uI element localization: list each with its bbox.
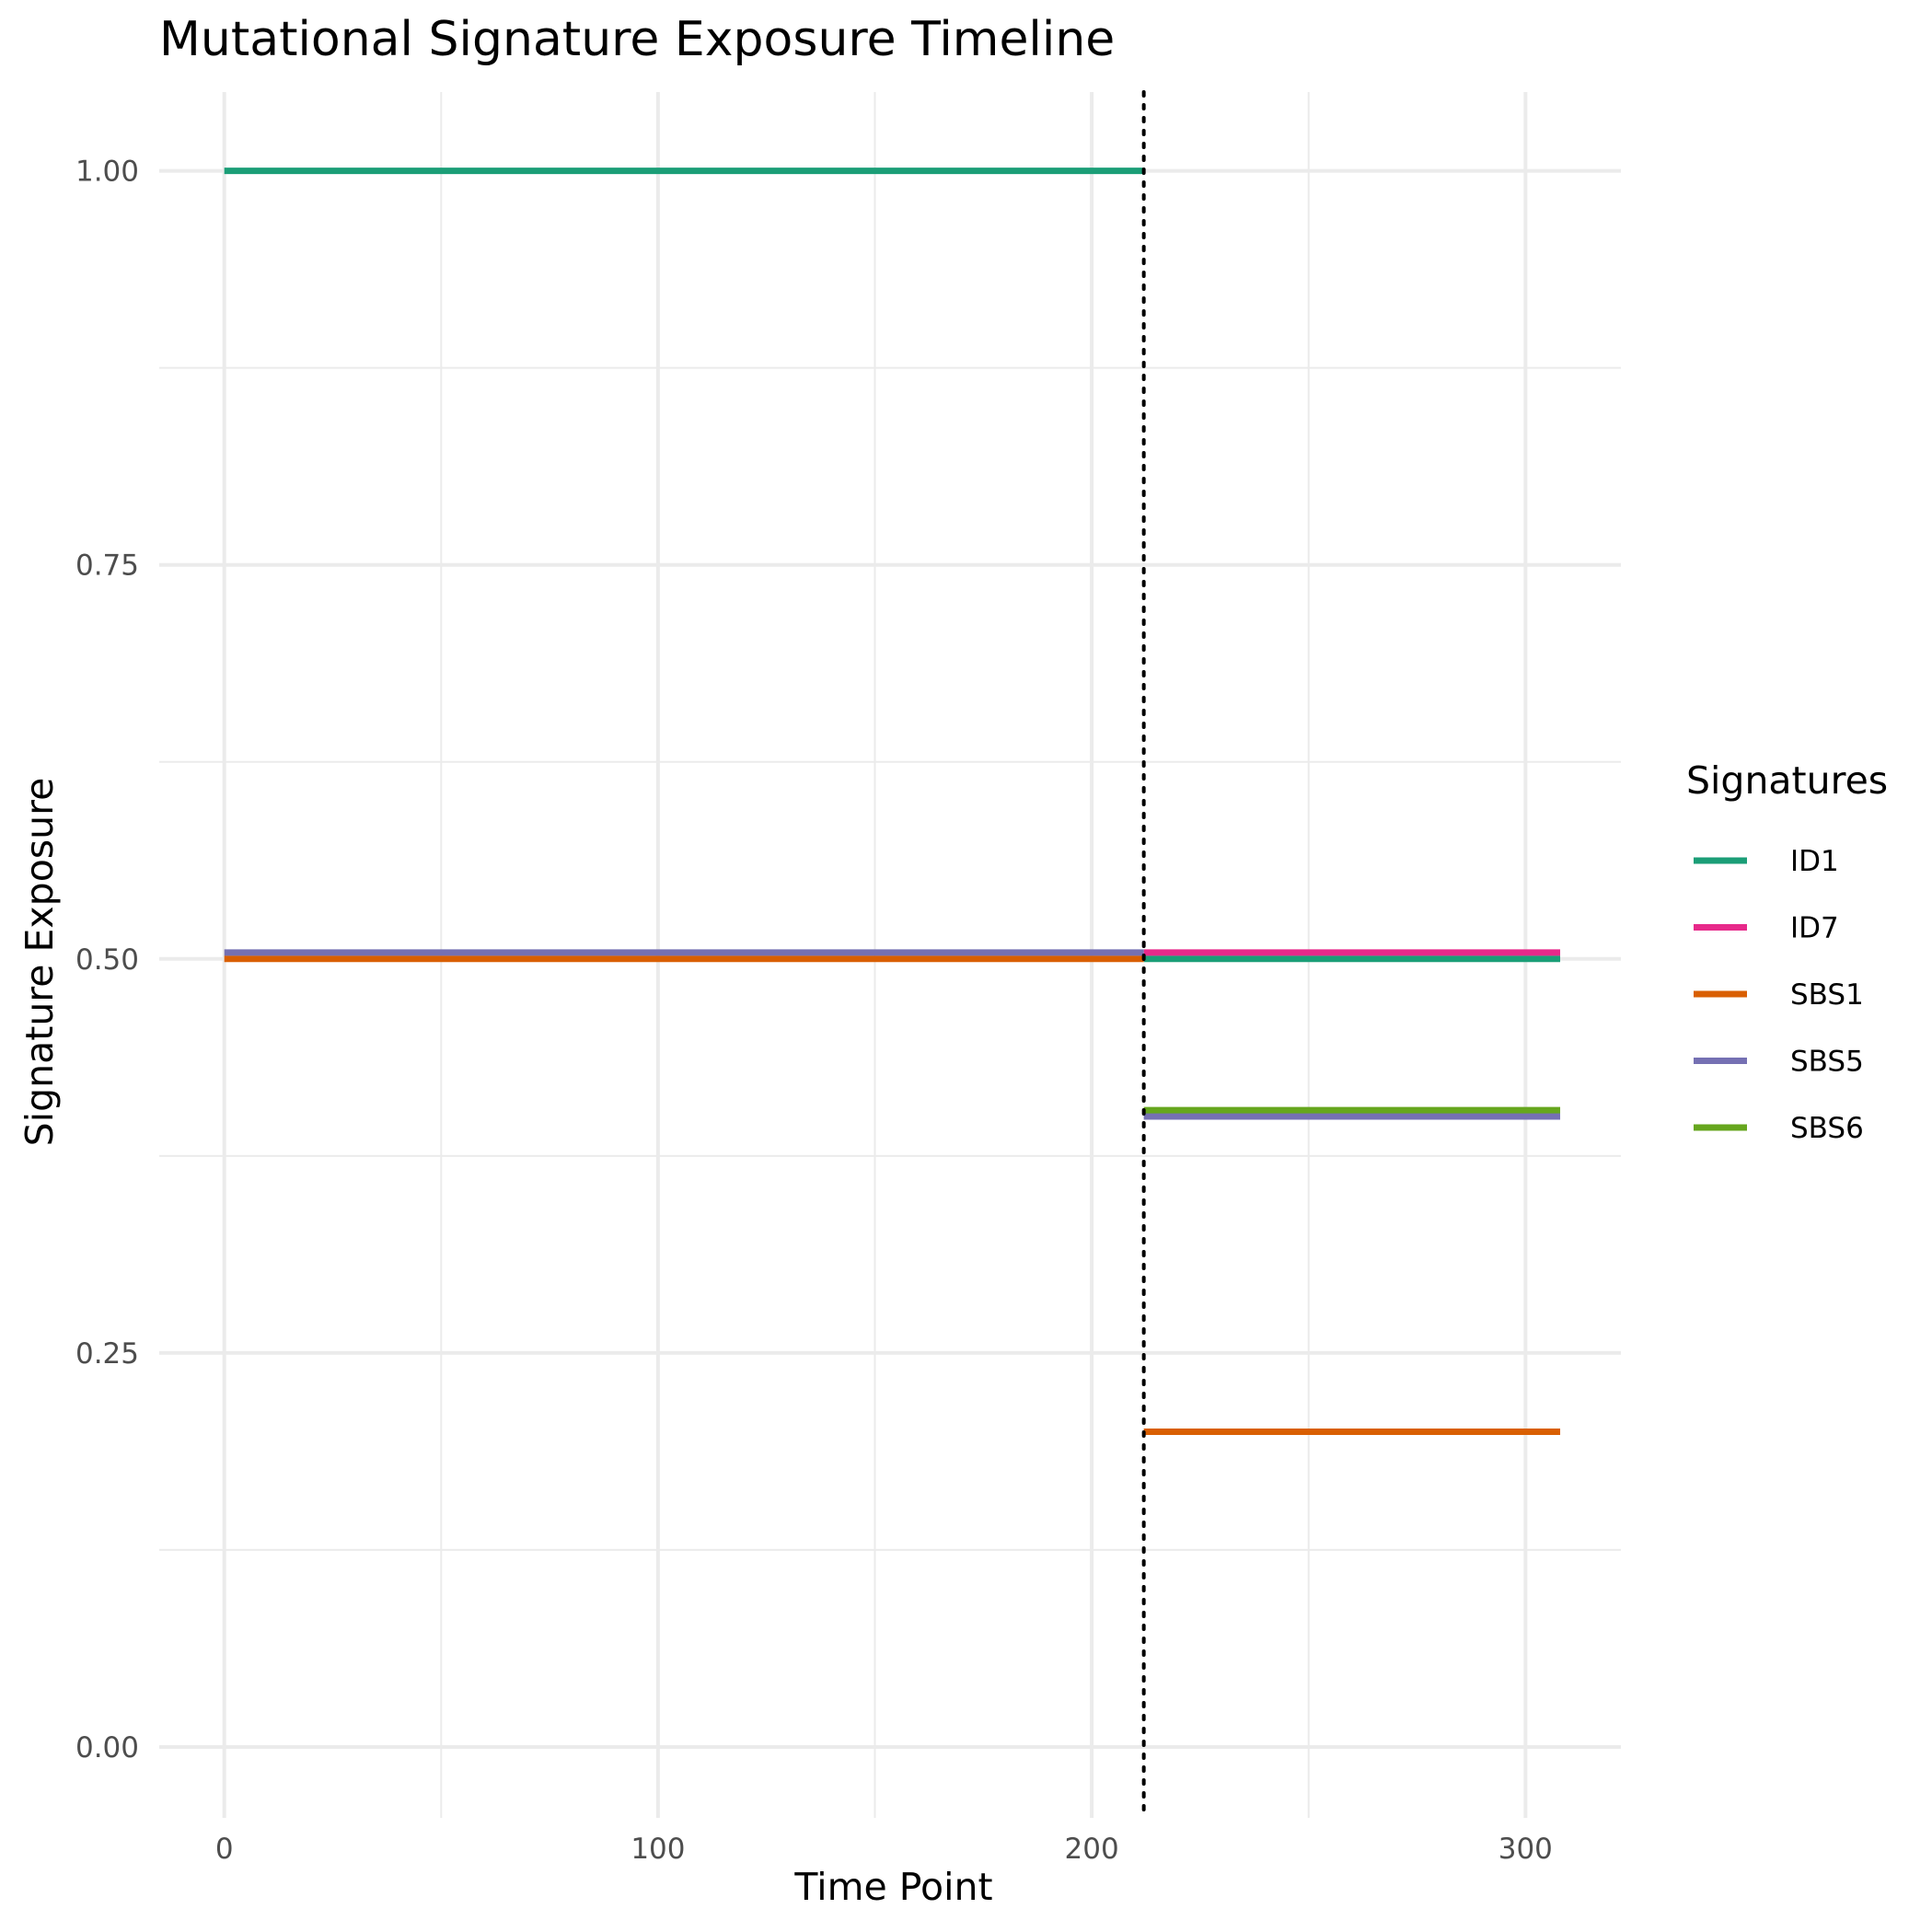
legend-label-id1: ID1 xyxy=(1790,845,1839,878)
x-tick-label: 300 xyxy=(1498,1833,1553,1866)
y-tick-label: 0.75 xyxy=(75,550,139,583)
legend-label-sbs6: SBS6 xyxy=(1790,1112,1864,1145)
y-tick-label: 1.00 xyxy=(75,156,139,189)
x-axis-title: Time Point xyxy=(793,1865,992,1909)
legend-items: ID1 ID7 SBS1 SBS5 SBS6 xyxy=(1694,845,1864,1145)
legend-label-sbs1: SBS1 xyxy=(1790,978,1864,1012)
y-tick-label: 0.25 xyxy=(75,1337,139,1371)
legend-label-sbs5: SBS5 xyxy=(1790,1046,1864,1079)
legend-title: Signatures xyxy=(1686,758,1888,803)
series-lines xyxy=(224,168,1561,1435)
legend: Signatures ID1 ID7 SBS1 SBS5 SBS6 xyxy=(1686,758,1888,1145)
x-tick-label: 0 xyxy=(215,1833,234,1866)
y-axis-title: Signature Exposure xyxy=(17,778,62,1147)
x-tick-label: 100 xyxy=(631,1833,685,1866)
y-tick-label: 0.50 xyxy=(75,943,139,977)
legend-label-id7: ID7 xyxy=(1790,912,1839,945)
chart-title: Mutational Signature Exposure Timeline xyxy=(159,12,1115,67)
y-axis-tick-labels: 0.00 0.25 0.50 0.75 1.00 xyxy=(75,156,139,1764)
y-tick-label: 0.00 xyxy=(75,1731,139,1764)
x-tick-label: 200 xyxy=(1065,1833,1119,1866)
x-axis-tick-labels: 0 100 200 300 xyxy=(215,1833,1553,1866)
